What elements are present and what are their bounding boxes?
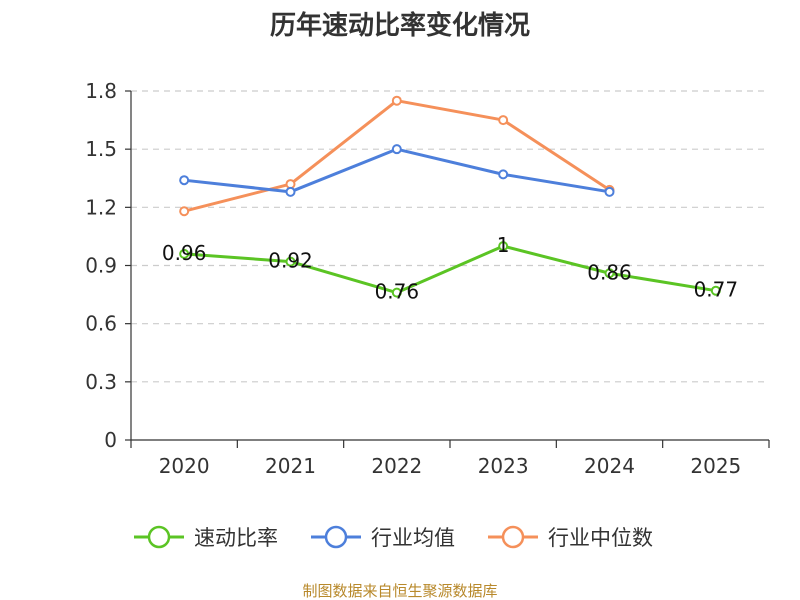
data-label-2025: 0.77 <box>694 278 739 302</box>
data-label-2024: 0.86 <box>587 260 632 284</box>
data-point-0-2020[interactable] <box>179 248 190 259</box>
data-point-2-2023[interactable] <box>498 115 509 126</box>
x-tick-label-2025: 2025 <box>690 454 741 478</box>
x-tick-label-2022: 2022 <box>371 454 422 478</box>
data-point-2-2020[interactable] <box>179 206 190 217</box>
x-tick-label-2024: 2024 <box>584 454 635 478</box>
data-label-2020: 0.96 <box>162 241 207 265</box>
x-tick-label-2020: 2020 <box>159 454 210 478</box>
data-labels: 0.96 0.92 0.76 1 0.86 0.77 <box>162 233 738 304</box>
x-tick-label-2023: 2023 <box>478 454 529 478</box>
series-lines <box>179 95 721 298</box>
data-point-1-2021[interactable] <box>285 186 296 197</box>
data-label-2021: 0.92 <box>268 249 313 273</box>
data-point-2-2022[interactable] <box>391 95 402 106</box>
chart-title: 历年速动比率变化情况 <box>270 10 530 41</box>
x-tick-label-2021: 2021 <box>265 454 316 478</box>
data-point-1-2022[interactable] <box>391 144 402 155</box>
series-line-2 <box>183 99 611 213</box>
series-line-1 <box>184 147 610 194</box>
data-point-0-2021[interactable] <box>285 256 296 267</box>
data-label-2022: 0.76 <box>375 280 420 304</box>
series-line-0 <box>184 244 717 295</box>
legend-marker-0[interactable] <box>147 525 171 549</box>
data-point-0-2025[interactable] <box>710 285 721 296</box>
data-label-2023: 1 <box>497 233 510 257</box>
data-point-0-2022[interactable] <box>391 287 402 298</box>
data-point-1-2024[interactable] <box>604 186 615 197</box>
y-tick-label: 0 <box>104 428 117 452</box>
data-point-1-2023[interactable] <box>498 169 509 180</box>
y-tick-label: 1.2 <box>85 195 117 219</box>
axes: 0 0.3 0.6 0.9 1.2 1.5 1.8 2020 2021 2022 2023 2024 2… <box>85 79 770 478</box>
y-tick-label: 0.9 <box>85 254 117 278</box>
y-tick-label: 1.8 <box>85 79 117 103</box>
legend-label-2[interactable]: 行业中位数 <box>548 526 653 550</box>
y-tick-label: 0.3 <box>85 370 117 394</box>
data-point-1-2020[interactable] <box>179 175 190 186</box>
grid-lines <box>131 90 769 383</box>
data-point-0-2024[interactable] <box>604 268 615 279</box>
y-tick-label: 0.6 <box>85 312 117 336</box>
legend-marker-2[interactable] <box>501 525 525 549</box>
data-point-0-2023[interactable] <box>498 241 509 252</box>
data-source-note: 制图数据来自恒生聚源数据库 <box>302 582 497 600</box>
y-tick-label: 1.5 <box>85 137 117 161</box>
legend[interactable]: 速动比率 行业均值 行业中位数 <box>134 525 653 550</box>
legend-marker-1[interactable] <box>324 525 348 549</box>
legend-label-1[interactable]: 行业均值 <box>371 526 455 550</box>
legend-label-0[interactable]: 速动比率 <box>194 526 278 550</box>
